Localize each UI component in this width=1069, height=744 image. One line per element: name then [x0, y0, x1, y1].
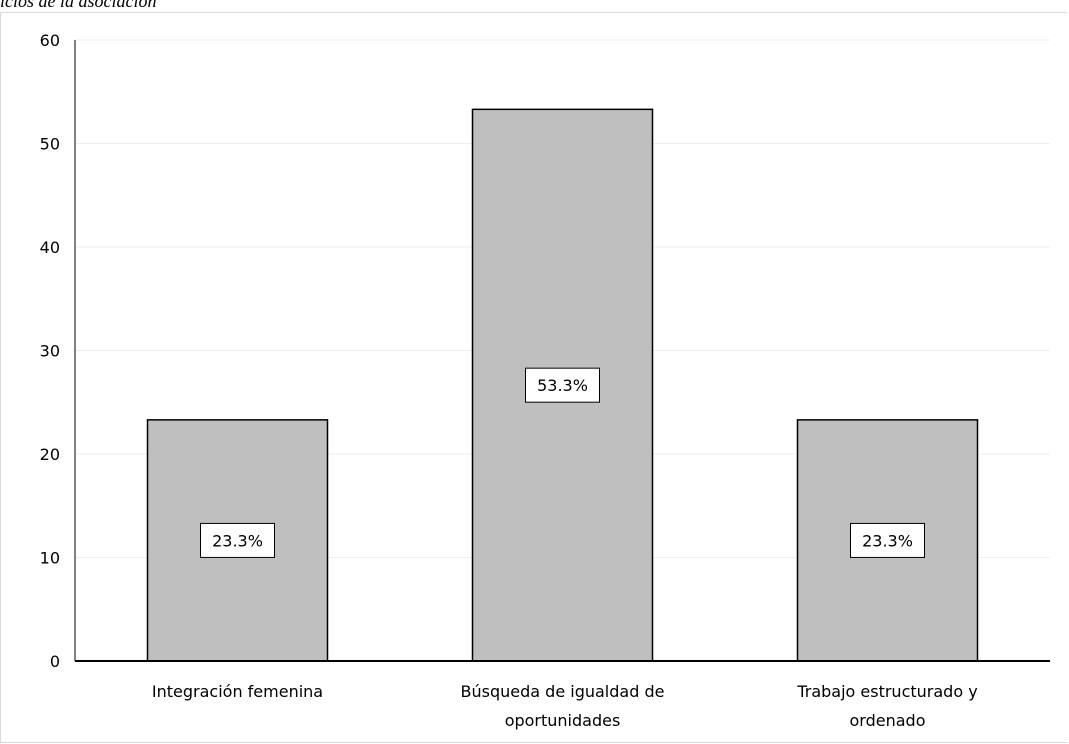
y-tick-label: 50: [40, 135, 60, 154]
x-category-label: Integración femenina: [152, 682, 323, 701]
x-category-label: Trabajo estructurado y: [796, 682, 977, 701]
y-tick-label: 40: [40, 238, 60, 257]
y-tick-label: 60: [40, 31, 60, 50]
chart-frame: [0, 12, 1067, 743]
figure-caption: icios de la asociación: [0, 0, 157, 11]
x-category-label: Búsqueda de igualdad de: [461, 682, 665, 701]
y-tick-label: 20: [40, 445, 60, 464]
data-label: 23.3%: [862, 531, 913, 550]
y-tick-label: 10: [40, 549, 60, 568]
data-label-box: [850, 522, 925, 558]
data-label: 53.3%: [537, 376, 588, 395]
data-label-box: [525, 367, 600, 403]
data-label-box: [200, 522, 275, 558]
y-tick-label: 30: [40, 342, 60, 361]
x-category-label: oportunidades: [505, 711, 621, 730]
data-label: 23.3%: [212, 531, 263, 550]
y-tick-label: 0: [50, 652, 60, 671]
x-category-label: ordenado: [850, 711, 926, 730]
